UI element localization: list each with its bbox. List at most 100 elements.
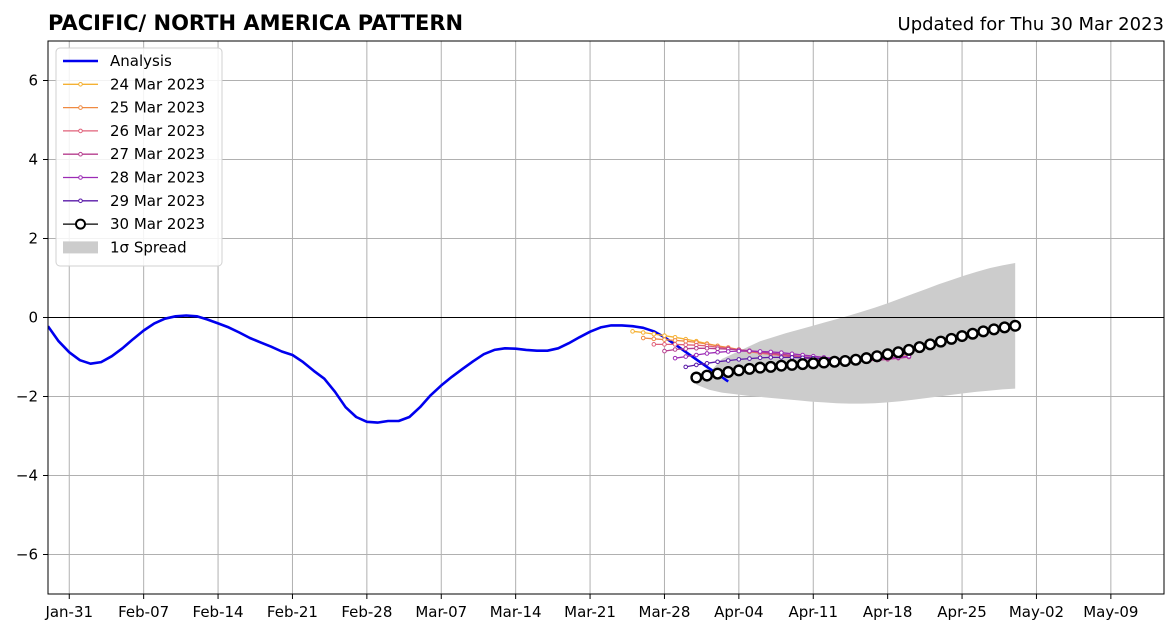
forecast-point [768,355,774,360]
legend-label: 1σ Spread [110,238,187,256]
forecast-point [694,362,699,368]
series-layer [48,263,1164,424]
forecast-point [683,354,689,359]
legend: Analysis 24 Mar 2023 25 Mar 2023 26 Mar 202… [55,47,223,267]
latest-point [881,348,894,361]
x-tick-label: Feb-28 [341,603,392,621]
forecast-point [736,357,742,362]
forecast-point [747,348,752,354]
forecast-point [662,333,667,338]
x-tick-label: Apr-18 [863,603,913,621]
legend-label: 24 Mar 2023 [110,75,205,93]
y-tick-label: 6 [28,72,38,90]
latest-point [754,361,767,374]
x-tick-label: Apr-11 [789,603,839,621]
latest-point [817,356,830,369]
latest-point [722,366,735,379]
legend-swatch [63,241,98,254]
y-tick-label: −2 [16,388,38,406]
forecast-point [725,349,731,354]
forecast-point [683,364,689,370]
latest-point [849,353,862,366]
y-tick-label: 2 [28,230,38,248]
forecast-point [651,342,657,347]
x-tick-label: Mar-28 [639,603,691,621]
latest-point [711,367,724,380]
latest-point [786,358,799,371]
forecast-point [757,355,763,361]
forecast-point [704,351,710,356]
chart-title: PACIFIC/ NORTH AMERICA PATTERN [48,11,463,35]
forecast-point [704,346,710,351]
latest-point [966,327,979,340]
forecast-point [736,348,742,354]
y-tick-label: 4 [28,151,38,169]
analysis-line [48,314,729,424]
x-tick-label: Mar-14 [490,603,542,621]
forecast-point [662,348,667,354]
forecast-point [747,356,752,361]
x-tick-label: Feb-21 [267,603,318,621]
x-tick-label: May-02 [1009,603,1064,621]
forecast-point [640,330,646,335]
legend-label: 26 Mar 2023 [110,122,205,140]
forecast-point [683,346,689,352]
forecast-point [672,342,678,347]
latest-point [892,346,905,359]
forecast-point [662,337,667,342]
legend-marker [78,105,83,110]
latest-point [902,343,915,356]
latest-point [775,359,788,372]
x-tick-label: May-09 [1083,603,1138,621]
legend-label: 27 Mar 2023 [110,145,205,163]
y-tick-label: 0 [28,309,38,327]
forecast-point [662,342,667,347]
legend-label: 30 Mar 2023 [110,215,205,233]
forecast-point [779,350,784,355]
latest-point [796,358,809,371]
forecast-point [672,355,678,361]
plot-frame [47,40,1165,595]
axis-ticks: −6 −4 −2 0 2 4 6 Jan-31 Feb-07 Feb-14 Feb-21 Feb-28… [16,72,1139,622]
latest-point [913,341,926,354]
latest-point [690,371,703,384]
x-tick-label: Mar-21 [564,603,616,621]
forecast-point [715,349,720,355]
latest-point [828,355,841,368]
latest-point [764,360,777,373]
forecast-point [683,342,689,348]
plot-area: −6 −4 −2 0 2 4 6 Jan-31 Feb-07 Feb-14 Feb-21 Feb-28… [16,40,1165,622]
latest-point [945,332,958,345]
x-tick-label: Feb-07 [118,603,169,621]
latest-point [871,350,884,363]
latest-point [977,325,990,338]
latest-point [924,338,937,351]
latest-point [860,352,873,365]
forecast-point [630,329,635,334]
forecast-point [651,331,657,337]
legend-marker [78,198,83,204]
latest-point [839,354,852,367]
forecast-point [694,346,699,351]
latest-point [998,321,1011,334]
legend-marker [78,128,83,134]
latest-forecast [690,319,1022,384]
legend-label: 25 Mar 2023 [110,99,205,117]
legend-label: 28 Mar 2023 [110,169,205,187]
forecast-point [672,347,678,352]
legend-marker [78,175,83,180]
x-tick-label: Apr-25 [937,603,987,621]
forecast-point [757,349,763,354]
legend-label: 29 Mar 2023 [110,192,205,210]
latest-point [807,357,820,370]
legend-label: Analysis [110,52,172,70]
x-tick-label: Jan-31 [44,603,93,621]
x-tick-label: Apr-04 [714,603,764,621]
x-tick-label: Mar-07 [415,603,467,621]
x-tick-label: Feb-14 [193,603,244,621]
forecast-point [651,336,657,342]
latest-point [934,335,947,348]
y-tick-label: −4 [16,467,38,485]
